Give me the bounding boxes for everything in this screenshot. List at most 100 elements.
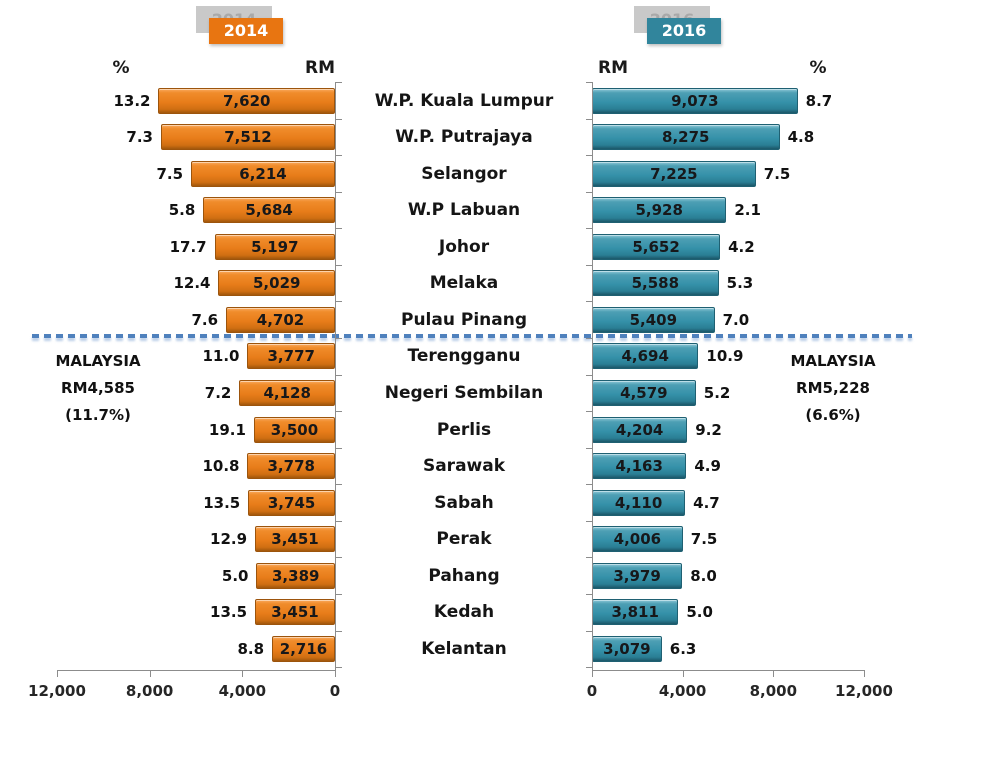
axis-tick-label: 8,000 (749, 682, 798, 700)
axis-tick-label: 0 (329, 682, 341, 700)
axis-tick (336, 301, 342, 303)
axis-tick (336, 264, 342, 266)
bar-value-label: 9,073 (671, 91, 719, 110)
axis-tick (336, 447, 342, 449)
bar-value-label: 3,500 (270, 420, 319, 439)
axis-tick (586, 411, 592, 413)
bar-value-label: 2,716 (279, 640, 328, 659)
axis-tick (586, 228, 592, 230)
bar-2014: 4,702 (226, 306, 335, 333)
pct-label-2014: 13.5 (203, 493, 241, 512)
bar-value-label: 5,652 (632, 237, 680, 256)
right-rm-header: RM (598, 58, 629, 78)
axis-tick-label: 4,000 (658, 682, 707, 700)
state-label: Sabah (434, 492, 494, 513)
state-label: Johor (438, 236, 490, 257)
axis-tick-label: 12,000 (835, 682, 893, 700)
axis-tick (336, 82, 342, 83)
pct-label-2014: 17.7 (169, 237, 207, 256)
axis-tick (336, 118, 342, 120)
bar-2016: 4,694 (592, 343, 699, 370)
malaysia-label: MALAYSIA (790, 352, 876, 370)
bar-2014: 3,451 (255, 526, 335, 553)
pct-label-2016: 7.5 (690, 530, 718, 549)
pct-label-2016: 10.9 (706, 347, 744, 366)
pct-label-2016: 8.0 (690, 566, 717, 585)
state-label: Kelantan (421, 639, 507, 660)
pct-label-2014: 7.3 (126, 128, 153, 147)
bar-value-label: 4,006 (613, 530, 662, 549)
axis-tick-label: 0 (586, 682, 598, 700)
state-label: Perlis (436, 419, 492, 440)
right-category-axis-line (592, 82, 593, 670)
state-label: Pahang (428, 565, 500, 586)
bar-2014: 3,500 (253, 416, 335, 443)
bar-2014: 5,197 (214, 233, 335, 260)
bar-value-label: 4,204 (615, 420, 664, 439)
axis-tick (336, 155, 342, 157)
axis-tick (586, 82, 592, 83)
axis-tick (586, 484, 592, 486)
pct-label-2016: 4.8 (787, 128, 815, 147)
bar-2016: 5,409 (592, 306, 715, 333)
pct-label-2014: 11.0 (202, 347, 240, 366)
axis-tick-label: 4,000 (218, 682, 267, 700)
state-label: Terengganu (407, 346, 521, 367)
bar-2014: 4,128 (239, 380, 335, 407)
pct-label-2014: 7.6 (191, 310, 219, 329)
bar-2016: 4,204 (592, 416, 688, 443)
bar-value-label: 4,579 (620, 384, 668, 403)
left-category-axis-line (335, 82, 336, 670)
national-average-divider (32, 334, 912, 338)
bar-2016: 8,275 (592, 124, 780, 151)
pct-label-2016: 7.0 (722, 310, 750, 329)
axis-tick (773, 670, 775, 677)
bar-2016: 4,163 (592, 453, 687, 480)
bar-value-label: 3,811 (611, 603, 659, 622)
pct-label-2014: 13.5 (210, 603, 248, 622)
bar-2016: 5,588 (592, 270, 719, 297)
state-label: W.P Labuan (407, 200, 521, 221)
bar-2016: 5,652 (592, 233, 721, 260)
state-label: Negeri Sembilan (384, 383, 544, 404)
axis-tick (336, 411, 342, 413)
axis-tick (336, 520, 342, 522)
bar-value-label: 3,451 (271, 603, 319, 622)
pct-label-2016: 4.2 (728, 237, 755, 256)
bar-2016: 7,225 (592, 160, 756, 187)
right-percent-header: % (809, 58, 827, 78)
pct-label-2016: 9.2 (695, 420, 722, 439)
bar-2014: 5,684 (203, 197, 335, 224)
malaysia-2014-rm: RM4,585 (61, 379, 135, 397)
pct-label-2016: 2.1 (734, 201, 761, 220)
axis-tick (149, 670, 151, 677)
left-rm-header: RM (304, 58, 335, 78)
bar-value-label: 3,778 (267, 457, 315, 476)
bar-2014: 3,389 (256, 562, 335, 589)
state-label: Sarawak (422, 456, 506, 477)
axis-tick (336, 191, 342, 193)
pct-label-2016: 4.7 (693, 493, 720, 512)
bar-value-label: 7,225 (650, 164, 698, 183)
axis-tick (586, 667, 592, 669)
pct-label-2016: 8.7 (805, 91, 833, 110)
bar-value-label: 7,512 (224, 128, 272, 147)
malaysia-label: MALAYSIA (55, 352, 141, 370)
axis-tick (336, 557, 342, 559)
pct-label-2014: 10.8 (202, 457, 240, 476)
bar-value-label: 4,702 (256, 310, 305, 329)
pct-label-2016: 5.2 (703, 384, 731, 403)
state-label: W.P. Putrajaya (395, 127, 533, 148)
axis-tick (336, 593, 342, 595)
bar-value-label: 3,745 (267, 493, 316, 512)
bar-value-label: 5,684 (245, 201, 293, 220)
bar-value-label: 3,777 (267, 347, 315, 366)
state-label: Perak (436, 529, 492, 550)
axis-tick (586, 593, 592, 595)
axis-tick-label: 8,000 (125, 682, 174, 700)
bar-2016: 4,110 (592, 489, 686, 516)
axis-tick (57, 670, 58, 677)
bar-value-label: 4,128 (263, 384, 311, 403)
axis-tick (592, 670, 593, 677)
bar-value-label: 5,197 (251, 237, 299, 256)
